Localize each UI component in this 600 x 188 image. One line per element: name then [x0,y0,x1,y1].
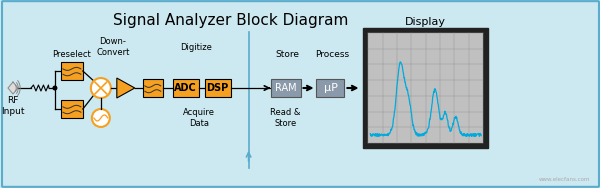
Bar [61,62,83,80]
Bar [368,33,483,143]
Text: Read &
Store: Read & Store [271,108,301,128]
Circle shape [92,109,110,127]
Text: RAM: RAM [275,83,296,93]
Bar [173,79,199,97]
Circle shape [91,78,111,98]
Text: μP: μP [323,83,337,93]
Text: RF
Input: RF Input [1,96,25,116]
Text: Down-
Convert: Down- Convert [96,37,130,57]
Polygon shape [8,82,18,94]
Bar [61,100,83,118]
Text: Display: Display [405,17,446,27]
Bar [205,79,230,97]
Circle shape [53,86,57,90]
Bar [364,28,488,148]
Polygon shape [117,78,135,98]
Text: ADC: ADC [175,83,197,93]
Text: Signal Analyzer Block Diagram: Signal Analyzer Block Diagram [113,13,349,28]
Text: DSP: DSP [206,83,229,93]
Bar [316,79,344,97]
Text: Preselect: Preselect [53,50,91,59]
Text: Digitize: Digitize [180,42,212,52]
Bar [271,79,301,97]
Text: Acquire
Data: Acquire Data [182,108,215,128]
Text: www.elecfans.com: www.elecfans.com [539,177,590,182]
Text: Process: Process [316,50,350,59]
Text: Store: Store [275,50,299,59]
Bar [143,79,163,97]
